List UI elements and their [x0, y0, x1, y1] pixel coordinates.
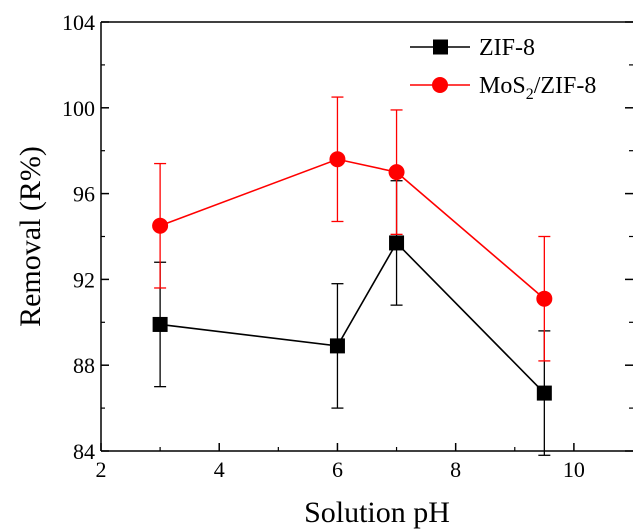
data-point: [536, 290, 553, 307]
x-tick-label: 10: [563, 457, 585, 482]
y-tick-label: 88: [73, 353, 95, 378]
data-point: [152, 316, 168, 332]
x-tick-label: 2: [96, 457, 107, 482]
legend-label-part: MoS: [479, 73, 526, 99]
series-layer: [152, 96, 553, 456]
series-mos2-zif-8: [152, 96, 553, 362]
series-line: [160, 241, 545, 394]
legend-label-part: /ZIF-8: [534, 73, 597, 99]
series-zif-8: [152, 180, 552, 456]
data-point: [329, 338, 345, 354]
data-point: [152, 217, 169, 234]
x-axis-title: Solution pH: [304, 496, 450, 529]
legend-item: ZIF-8: [410, 35, 535, 61]
data-point: [329, 151, 346, 168]
x-tick-label: 4: [214, 457, 225, 482]
legend: ZIF-8 MoS2/ZIF-8: [410, 35, 596, 103]
legend-item: MoS2/ZIF-8: [410, 73, 596, 103]
data-point: [388, 164, 405, 181]
legend-marker: [432, 77, 448, 93]
y-tick-label: 104: [62, 10, 95, 35]
legend-label: ZIF-8: [479, 35, 535, 61]
y-axis-ticks: 84 88 92 96 100 104: [62, 10, 633, 464]
legend-label: MoS2/ZIF-8: [479, 73, 596, 103]
series-line: [159, 158, 545, 300]
x-tick-label: 8: [450, 457, 461, 482]
data-point: [389, 235, 405, 251]
y-tick-label: 100: [62, 96, 95, 121]
legend-marker: [433, 39, 448, 55]
x-tick-label: 6: [332, 457, 343, 482]
y-tick-label: 84: [73, 439, 95, 464]
legend-label-subscript: 2: [526, 86, 534, 103]
x-axis-ticks: 2 4 6 8 10: [96, 443, 585, 482]
y-tick-label: 96: [73, 182, 95, 207]
y-axis-title: Removal (R%): [14, 146, 47, 327]
data-point: [536, 385, 552, 401]
y-tick-label: 92: [73, 267, 95, 292]
